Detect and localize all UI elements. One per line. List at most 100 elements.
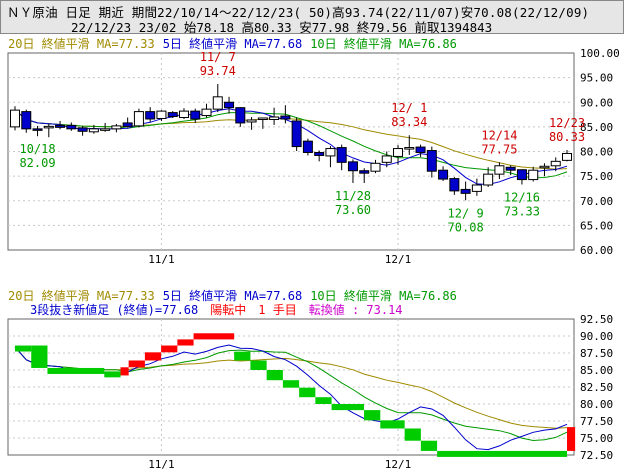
down-brick — [250, 360, 267, 370]
quote-header: ＮＹ原油 日足 期近 期間22/10/14～22/12/23( 50)高93.7… — [0, 0, 624, 35]
candle-body-down — [336, 147, 347, 163]
candle-body-down — [32, 128, 43, 131]
candle — [145, 107, 156, 122]
candle — [494, 162, 505, 180]
candle-body-down — [235, 107, 246, 124]
price-tick-label: 75.00 — [580, 170, 613, 183]
legend-item-2: 10日 終値平滑 MA=76.86 — [310, 36, 457, 51]
candle-body-up — [325, 148, 336, 157]
down-brick — [404, 428, 421, 441]
candle — [21, 109, 32, 133]
candle-body-down — [438, 169, 449, 180]
candle-body-down — [190, 110, 201, 120]
high-annotation-date: 12/23 — [549, 116, 585, 130]
candle — [528, 166, 539, 182]
break-tick-label: 87.50 — [580, 347, 613, 360]
break-ma10-line — [14, 346, 568, 442]
down-brick — [266, 370, 283, 381]
break-subtitle-0: 3段抜き新値足 (終値)=77.68 — [30, 302, 198, 317]
candle-body-down — [449, 178, 460, 192]
down-brick — [47, 367, 105, 374]
candle — [66, 122, 77, 131]
legend-item-2: 10日 終値平滑 MA=76.86 — [310, 288, 457, 303]
down-brick — [437, 450, 567, 457]
candle — [291, 117, 302, 152]
low-annotation-date: 10/18 — [19, 142, 55, 156]
down-brick — [31, 345, 48, 368]
candle-body-up — [550, 160, 561, 167]
candle — [190, 108, 201, 123]
legend-item-0: 20日 終値平滑 MA=77.33 — [8, 288, 155, 303]
candle — [201, 103, 212, 118]
price-tick-label: 95.00 — [580, 72, 613, 85]
up-brick — [193, 333, 235, 340]
down-brick — [364, 410, 381, 421]
candle-body-up — [483, 173, 494, 186]
up-brick — [567, 427, 576, 451]
period-summary: ＮＹ原油 日足 期近 期間22/10/14～22/12/23( 50)高93.7… — [7, 5, 590, 20]
candle — [370, 159, 381, 174]
candle-body-up — [178, 110, 189, 119]
candle — [336, 144, 347, 171]
candle — [10, 106, 20, 131]
candle-body-down — [516, 169, 527, 181]
candle-body-up — [43, 125, 54, 129]
candle-body-up — [111, 125, 122, 130]
down-brick — [420, 440, 438, 451]
break-subtitle-2: 1 手目 — [258, 303, 296, 317]
price-tick-label: 90.00 — [580, 96, 613, 109]
break-date-label: 12/1 — [385, 458, 412, 471]
candle — [393, 145, 404, 165]
candle-body-up — [370, 162, 381, 172]
candle — [55, 120, 66, 130]
candle — [111, 123, 122, 133]
legend-item-0: 20日 終値平滑 MA=77.33 — [8, 36, 155, 51]
candle — [302, 138, 313, 156]
candle-body-down — [21, 111, 32, 130]
candle-body-up — [212, 96, 223, 110]
candle-body-up — [381, 155, 392, 163]
candle-body-up — [269, 116, 280, 120]
candle — [212, 84, 223, 113]
candle-body-down — [77, 127, 88, 132]
low-annotation-value: 70.08 — [448, 220, 484, 234]
price-tick-label: 60.00 — [580, 244, 613, 257]
candle-body-down — [347, 161, 358, 172]
high-annotation-value: 93.74 — [200, 64, 236, 78]
high-annotation-date: 11/ 7 — [200, 50, 236, 64]
break-subtitle-1: 陽転中 — [210, 302, 246, 317]
candle-body-down — [291, 120, 302, 148]
candle-body-down — [314, 151, 325, 156]
candle — [100, 122, 111, 132]
high-annotation-value: 77.75 — [481, 142, 517, 156]
candle-body-up — [10, 109, 20, 128]
high-annotation-value: 83.34 — [391, 115, 427, 129]
candle-body-down — [145, 111, 156, 120]
break-tick-label: 80.00 — [580, 398, 613, 411]
price-tick-label: 85.00 — [580, 121, 613, 134]
candle — [415, 144, 426, 157]
candle-body-up — [393, 148, 404, 157]
candle — [122, 117, 133, 128]
down-brick — [282, 380, 300, 388]
candle — [325, 146, 336, 168]
high-annotation-date: 12/14 — [481, 128, 517, 142]
down-brick — [331, 404, 365, 411]
ma10-line — [14, 109, 568, 179]
break-tick-label: 82.50 — [580, 381, 613, 394]
candle-body-up — [562, 152, 572, 161]
candle — [359, 168, 370, 184]
candle-body-down — [460, 188, 471, 194]
low-annotation-date: 12/ 9 — [448, 206, 484, 220]
candle-body-up — [156, 110, 167, 120]
candle-body-up — [471, 184, 482, 192]
candle-body-up — [201, 108, 212, 117]
candle-body-down — [359, 170, 370, 174]
candle-body-down — [55, 124, 66, 128]
candle-body-up — [100, 128, 111, 131]
candle-body-down — [505, 166, 516, 171]
candle-body-up — [539, 165, 550, 169]
low-annotation-date: 11/28 — [335, 189, 371, 203]
candle — [269, 107, 280, 125]
